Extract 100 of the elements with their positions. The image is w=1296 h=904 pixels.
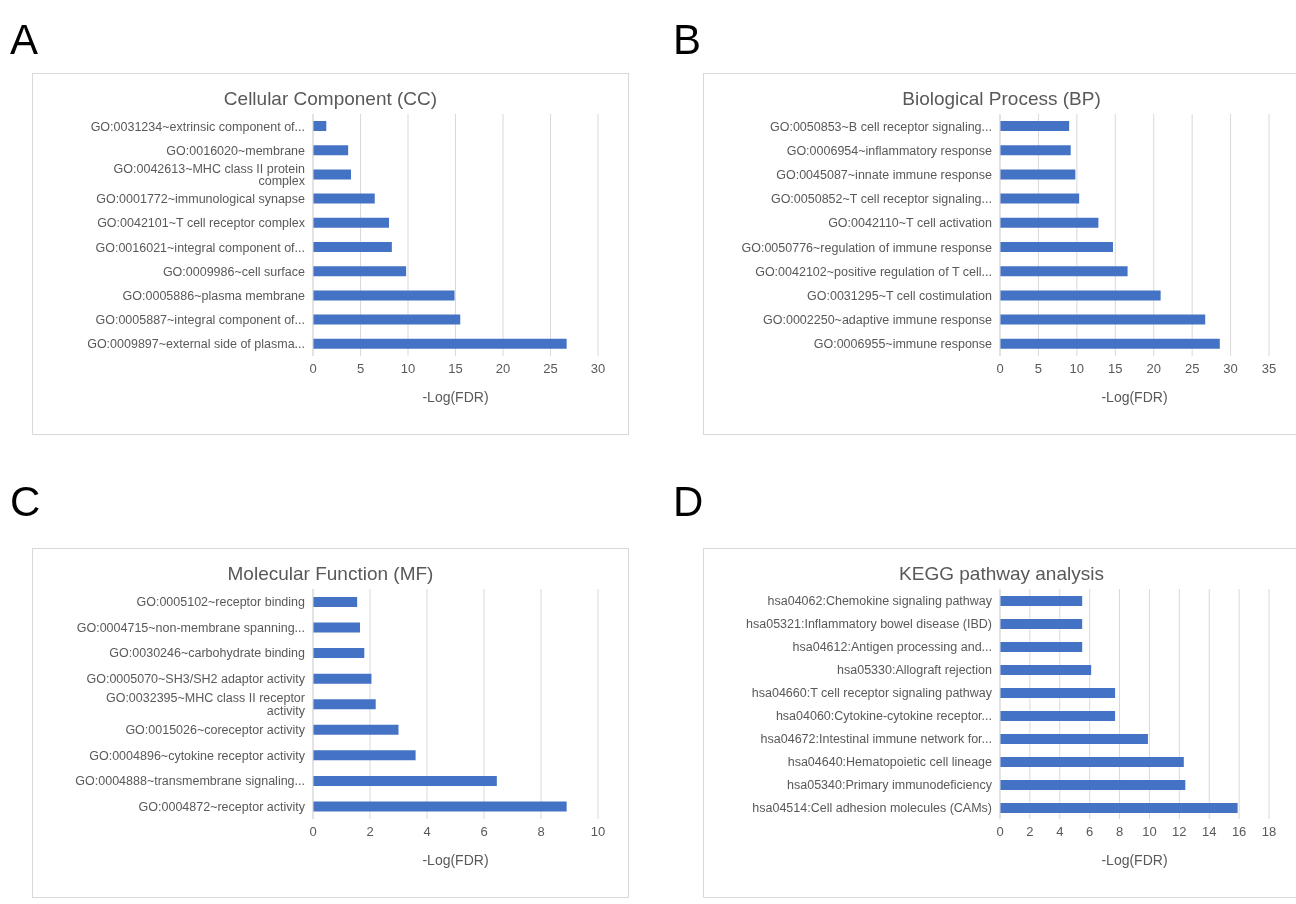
y-tick-label: GO:0004872~receptor activity <box>138 799 306 814</box>
bar <box>1000 217 1099 228</box>
y-tick-label: hsa04612:Antigen processing and... <box>792 639 992 654</box>
x-tick-label: 20 <box>495 361 511 377</box>
text: A <box>10 16 39 64</box>
x-tick-label: 12 <box>1172 824 1187 840</box>
x-tick-label: 10 <box>400 361 416 377</box>
y-tick-label: GO:0005102~receptor binding <box>136 595 306 610</box>
bar <box>313 217 389 228</box>
bar <box>1000 169 1076 180</box>
y-tick-label: GO:0006955~immune response <box>813 337 993 352</box>
x-tick-label: 20 <box>1146 361 1161 377</box>
x-tick-label: 0 <box>996 824 1004 840</box>
text: B <box>673 16 702 64</box>
y-tick-label: GO:0009897~external side of plasma... <box>87 337 305 352</box>
y-tick-label: GO:0030246~carbohydrate binding <box>109 646 306 661</box>
y-tick-label: GO:0016021~integral component of... <box>95 240 305 255</box>
x-tick-label: 0 <box>309 361 317 377</box>
y-tick-label: hsa05330:Allograft rejection <box>837 662 993 677</box>
bar <box>1000 121 1070 131</box>
y-tick-label: GO:0042613~MHC class II protein complex <box>113 161 306 189</box>
y-tick-label: GO:0032395~MHC class II receptor activity <box>105 691 306 718</box>
y-tick-label: GO:0001772~immunological synapse <box>96 192 306 207</box>
x-tick-label: 6 <box>480 824 488 840</box>
y-tick-label: GO:0050853~B cell receptor signaling... <box>769 119 992 134</box>
chart-title: KEGG pathway analysis <box>898 563 1105 585</box>
y-tick-label: GO:0005070~SH3/SH2 adaptor activity <box>86 671 306 686</box>
bar <box>313 648 365 659</box>
bar <box>313 673 372 684</box>
y-tick-label: GO:0042102~positive regulation of T cell... <box>755 264 992 279</box>
bar <box>1000 688 1116 698</box>
y-tick-label: GO:0002250~adaptive immune response <box>763 313 993 328</box>
bar <box>1000 665 1092 675</box>
x-tick-label: 10 <box>1069 361 1085 377</box>
y-tick-label: GO:0016020~membrane <box>166 143 306 158</box>
y-tick-label: GO:0042101~T cell receptor complex <box>97 216 306 231</box>
text: D <box>673 478 704 526</box>
bar <box>1000 803 1238 813</box>
x-tick-label: 8 <box>537 824 545 840</box>
x-tick-label: 10 <box>590 824 606 840</box>
x-tick-label: 15 <box>1108 361 1123 377</box>
y-tick-label: GO:0050776~regulation of immune response <box>741 240 993 255</box>
y-tick-label: GO:0005887~integral component of... <box>95 313 305 328</box>
bar <box>1000 242 1113 252</box>
x-tick-label: 2 <box>1026 824 1034 840</box>
y-tick-label: hsa04660:T cell receptor signaling pathway <box>751 685 993 700</box>
x-tick-label: 4 <box>1056 824 1064 840</box>
x-tick-label: 5 <box>356 361 365 377</box>
x-axis-title: -Log(FDR) <box>1101 389 1168 405</box>
y-tick-label: GO:0015026~coreceptor activity <box>125 722 306 737</box>
y-tick-label: GO:0042110~T cell activation <box>828 216 993 231</box>
y-tick-label: GO:0009986~cell surface <box>162 264 306 279</box>
y-tick-label: GO:0006954~inflammatory response <box>786 143 993 158</box>
bar <box>313 290 455 301</box>
x-tick-label: 15 <box>448 361 463 377</box>
y-tick-label: GO:0031234~extrinsic component of... <box>90 119 305 134</box>
text: C <box>10 478 41 526</box>
bar <box>1000 266 1128 277</box>
x-axis-title: -Log(FDR) <box>1101 852 1168 868</box>
bar <box>1000 757 1184 767</box>
bar <box>313 597 358 607</box>
x-tick-label: 25 <box>543 361 558 377</box>
x-tick-label: 14 <box>1201 824 1217 840</box>
bar <box>313 314 461 325</box>
x-tick-label: 18 <box>1261 824 1277 840</box>
bar <box>313 801 567 812</box>
y-tick-label: GO:0045087~innate immune response <box>776 167 993 182</box>
y-tick-label: GO:0004896~cytokine receptor activity <box>89 748 306 763</box>
bar <box>1000 642 1083 652</box>
bar <box>1000 780 1186 790</box>
x-tick-label: 30 <box>590 361 606 377</box>
bar <box>313 242 392 252</box>
y-tick-label: GO:0004715~non-membrane spanning... <box>76 620 305 635</box>
x-tick-label: 5 <box>1034 361 1043 377</box>
x-tick-label: 10 <box>1142 824 1157 840</box>
y-tick-label: hsa04640:Hematopoietic cell lineage <box>787 754 993 769</box>
x-axis-title: -Log(FDR) <box>422 389 489 405</box>
x-tick-label: 30 <box>1223 361 1238 377</box>
bar <box>313 121 327 131</box>
bar <box>313 266 407 277</box>
bar <box>313 724 399 735</box>
bar <box>313 622 361 633</box>
bar <box>1000 145 1071 156</box>
x-tick-label: 35 <box>1261 361 1277 377</box>
x-tick-label: 0 <box>309 824 317 840</box>
x-tick-label: 6 <box>1086 824 1094 840</box>
bar <box>1000 338 1220 349</box>
bar <box>1000 314 1206 325</box>
y-tick-label: hsa05321:Inflammatory bowel disease (IBD) <box>746 616 992 631</box>
y-tick-label: GO:0031295~T cell costimulation <box>807 288 993 303</box>
bar <box>313 145 349 156</box>
bar <box>1000 711 1116 721</box>
y-tick-label: hsa04514:Cell adhesion molecules (CAMs) <box>752 800 992 815</box>
x-axis-title: -Log(FDR) <box>422 852 489 868</box>
chart-title: Cellular Component (CC) <box>222 88 439 110</box>
bar <box>1000 290 1161 301</box>
bar <box>1000 734 1148 744</box>
y-tick-label: hsa04060:Cytokine-cytokine receptor... <box>775 708 992 723</box>
y-tick-label: GO:0005886~plasma membrane <box>122 288 306 303</box>
x-tick-label: 16 <box>1231 824 1247 840</box>
